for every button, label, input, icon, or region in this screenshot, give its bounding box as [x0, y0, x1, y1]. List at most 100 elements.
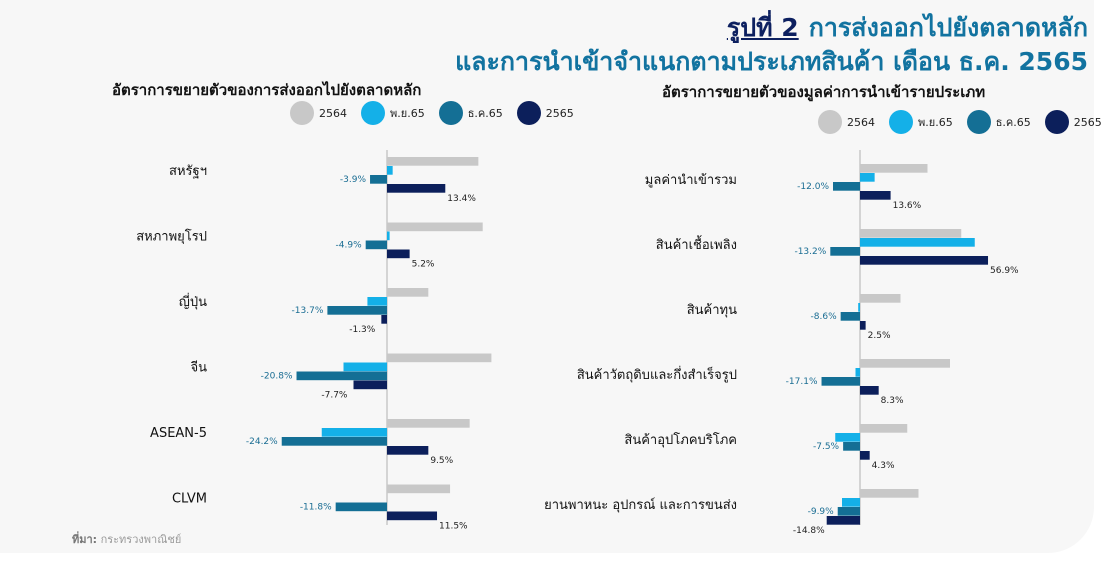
import-category-label: สินค้าอุปโภคบริโภค [624, 432, 737, 448]
export-data-label: 11.5% [439, 522, 468, 532]
export-category-label: จีน [190, 360, 207, 376]
export-bar-dec65 [370, 175, 387, 184]
export-data-label: 13.4% [447, 194, 476, 204]
import-bar-2565 [860, 451, 870, 460]
export-bar-2565 [381, 315, 387, 324]
legend-label: 2565 [545, 106, 574, 120]
export-bar-dec65 [335, 502, 387, 512]
legend-label: 2565 [1073, 115, 1102, 129]
export-bar-dec65 [365, 240, 387, 250]
import-data-label: 4.3% [872, 461, 895, 471]
export-data-label: -4.9% [336, 241, 363, 251]
import-bar-dec65 [821, 377, 860, 386]
export-category-label: สหภาพยุโรป [136, 229, 207, 245]
import-bar-nov65 [860, 173, 875, 182]
import-bar-dec65 [840, 312, 860, 321]
legend-item: ธ.ค.65 [438, 101, 503, 125]
legend-label: ธ.ค.65 [995, 116, 1031, 129]
export-bar-2565 [387, 511, 438, 521]
import-bar-2564 [860, 229, 962, 238]
source-note: ที่มา: กระทรวงพาณิชย์ [72, 530, 181, 548]
export-bar-nov65 [387, 231, 390, 241]
legend-item: 2565 [1044, 110, 1102, 134]
right-chart-title: อัตราการขยายตัวของมูลค่าการนำเข้ารายประเ… [662, 83, 986, 101]
figure-label: รูปที่ 2 [726, 13, 799, 42]
source-label: ที่มา: [72, 533, 98, 546]
import-bar-nov65 [855, 368, 860, 377]
export-bar-2564 [387, 353, 492, 363]
legend-item: 2564 [818, 110, 875, 134]
import-data-label: -17.1% [786, 377, 818, 387]
import-category-label: สินค้าเชื้อเพลิง [656, 235, 737, 253]
export-data-label: -1.3% [349, 325, 376, 335]
export-data-label: -13.7% [292, 306, 324, 316]
import-bar-2564 [860, 164, 928, 173]
right-legend: 2564 พ.ย.65 ธ.ค.65 2565 [818, 110, 1106, 134]
legend-swatch-2564 [818, 110, 842, 134]
legend-swatch-dec65 [438, 101, 463, 125]
export-data-label: -3.9% [340, 175, 367, 185]
import-bar-2565 [860, 256, 989, 265]
export-bar-dec65 [281, 437, 387, 446]
import-bar-nov65 [842, 498, 860, 507]
import-bar-dec65 [833, 182, 860, 191]
import-data-label: -9.9% [808, 507, 835, 517]
import-category-label: สินค้าทุน [687, 303, 737, 318]
import-data-label: 13.6% [893, 201, 922, 211]
import-category-label: ยานพาหนะ อุปกรณ์ และการขนส่ง [544, 497, 737, 513]
import-bar-dec65 [843, 442, 860, 451]
export-bar-2564 [387, 222, 483, 232]
export-category-label: ญี่ปุ่น [179, 293, 207, 310]
left-legend: 2564 พ.ย.65 ธ.ค.65 2565 [290, 101, 582, 125]
legend-swatch-nov65 [889, 110, 913, 134]
export-bar-2564 [387, 484, 451, 494]
import-bar-dec65 [837, 507, 860, 516]
source-text: กระทรวงพาณิชย์ [100, 533, 182, 546]
import-data-label: -14.8% [793, 526, 825, 536]
import-data-label: 2.5% [868, 331, 891, 341]
export-bar-2565 [387, 249, 410, 259]
export-bar-nov65 [343, 362, 387, 372]
export-bar-dec65 [296, 371, 387, 381]
import-data-label: 56.9% [990, 266, 1019, 276]
import-category-label: มูลค่านำเข้ารวม [645, 173, 737, 188]
legend-swatch-2564 [290, 101, 314, 125]
legend-label: 2564 [847, 115, 875, 129]
export-data-label: 5.2% [412, 260, 435, 270]
legend-item: พ.ย.65 [361, 101, 425, 125]
export-category-label: CLVM [172, 492, 207, 507]
import-bar-dec65 [830, 247, 860, 256]
export-bar-2564 [387, 157, 479, 166]
export-data-label: -20.8% [261, 372, 293, 382]
legend-swatch-dec65 [966, 110, 991, 134]
import-data-label: 8.3% [881, 396, 904, 406]
export-data-label: -11.8% [300, 503, 332, 513]
figure-title-line2: และการนำเข้าจำแนกตามประเภทสินค้า เดือน ธ… [455, 47, 1088, 76]
export-bar-2564 [387, 419, 470, 428]
export-bar-dec65 [327, 306, 387, 315]
left-chart-title: อัตราการขยายตัวของการส่งออกไปยังตลาดหลัก [112, 81, 422, 99]
legend-label: ธ.ค.65 [467, 107, 503, 120]
import-bar-2564 [860, 424, 908, 433]
legend-label: พ.ย.65 [390, 107, 425, 120]
import-bar-2564 [860, 294, 901, 303]
legend-item: ธ.ค.65 [966, 110, 1031, 134]
export-bar-2565 [387, 446, 429, 455]
export-bar-nov65 [387, 166, 393, 175]
legend-label: พ.ย.65 [918, 116, 953, 129]
legend-label: 2564 [319, 106, 347, 120]
export-bar-2565 [387, 184, 446, 193]
legend-item: 2565 [516, 101, 574, 125]
export-data-label: -7.7% [321, 391, 348, 401]
legend-item: 2564 [290, 101, 347, 125]
export-data-label: -24.2% [246, 437, 278, 447]
chart-card [0, 0, 1094, 553]
export-data-label: 9.5% [430, 456, 453, 466]
figure-title-text: การส่งออกไปยังตลาดหลัก [808, 13, 1088, 42]
import-bar-nov65 [858, 303, 860, 312]
import-data-label: -7.5% [813, 442, 840, 452]
legend-swatch-nov65 [361, 101, 385, 125]
import-data-label: -13.2% [794, 247, 826, 257]
legend-swatch-2565 [516, 101, 541, 125]
import-data-label: -8.6% [811, 312, 838, 322]
